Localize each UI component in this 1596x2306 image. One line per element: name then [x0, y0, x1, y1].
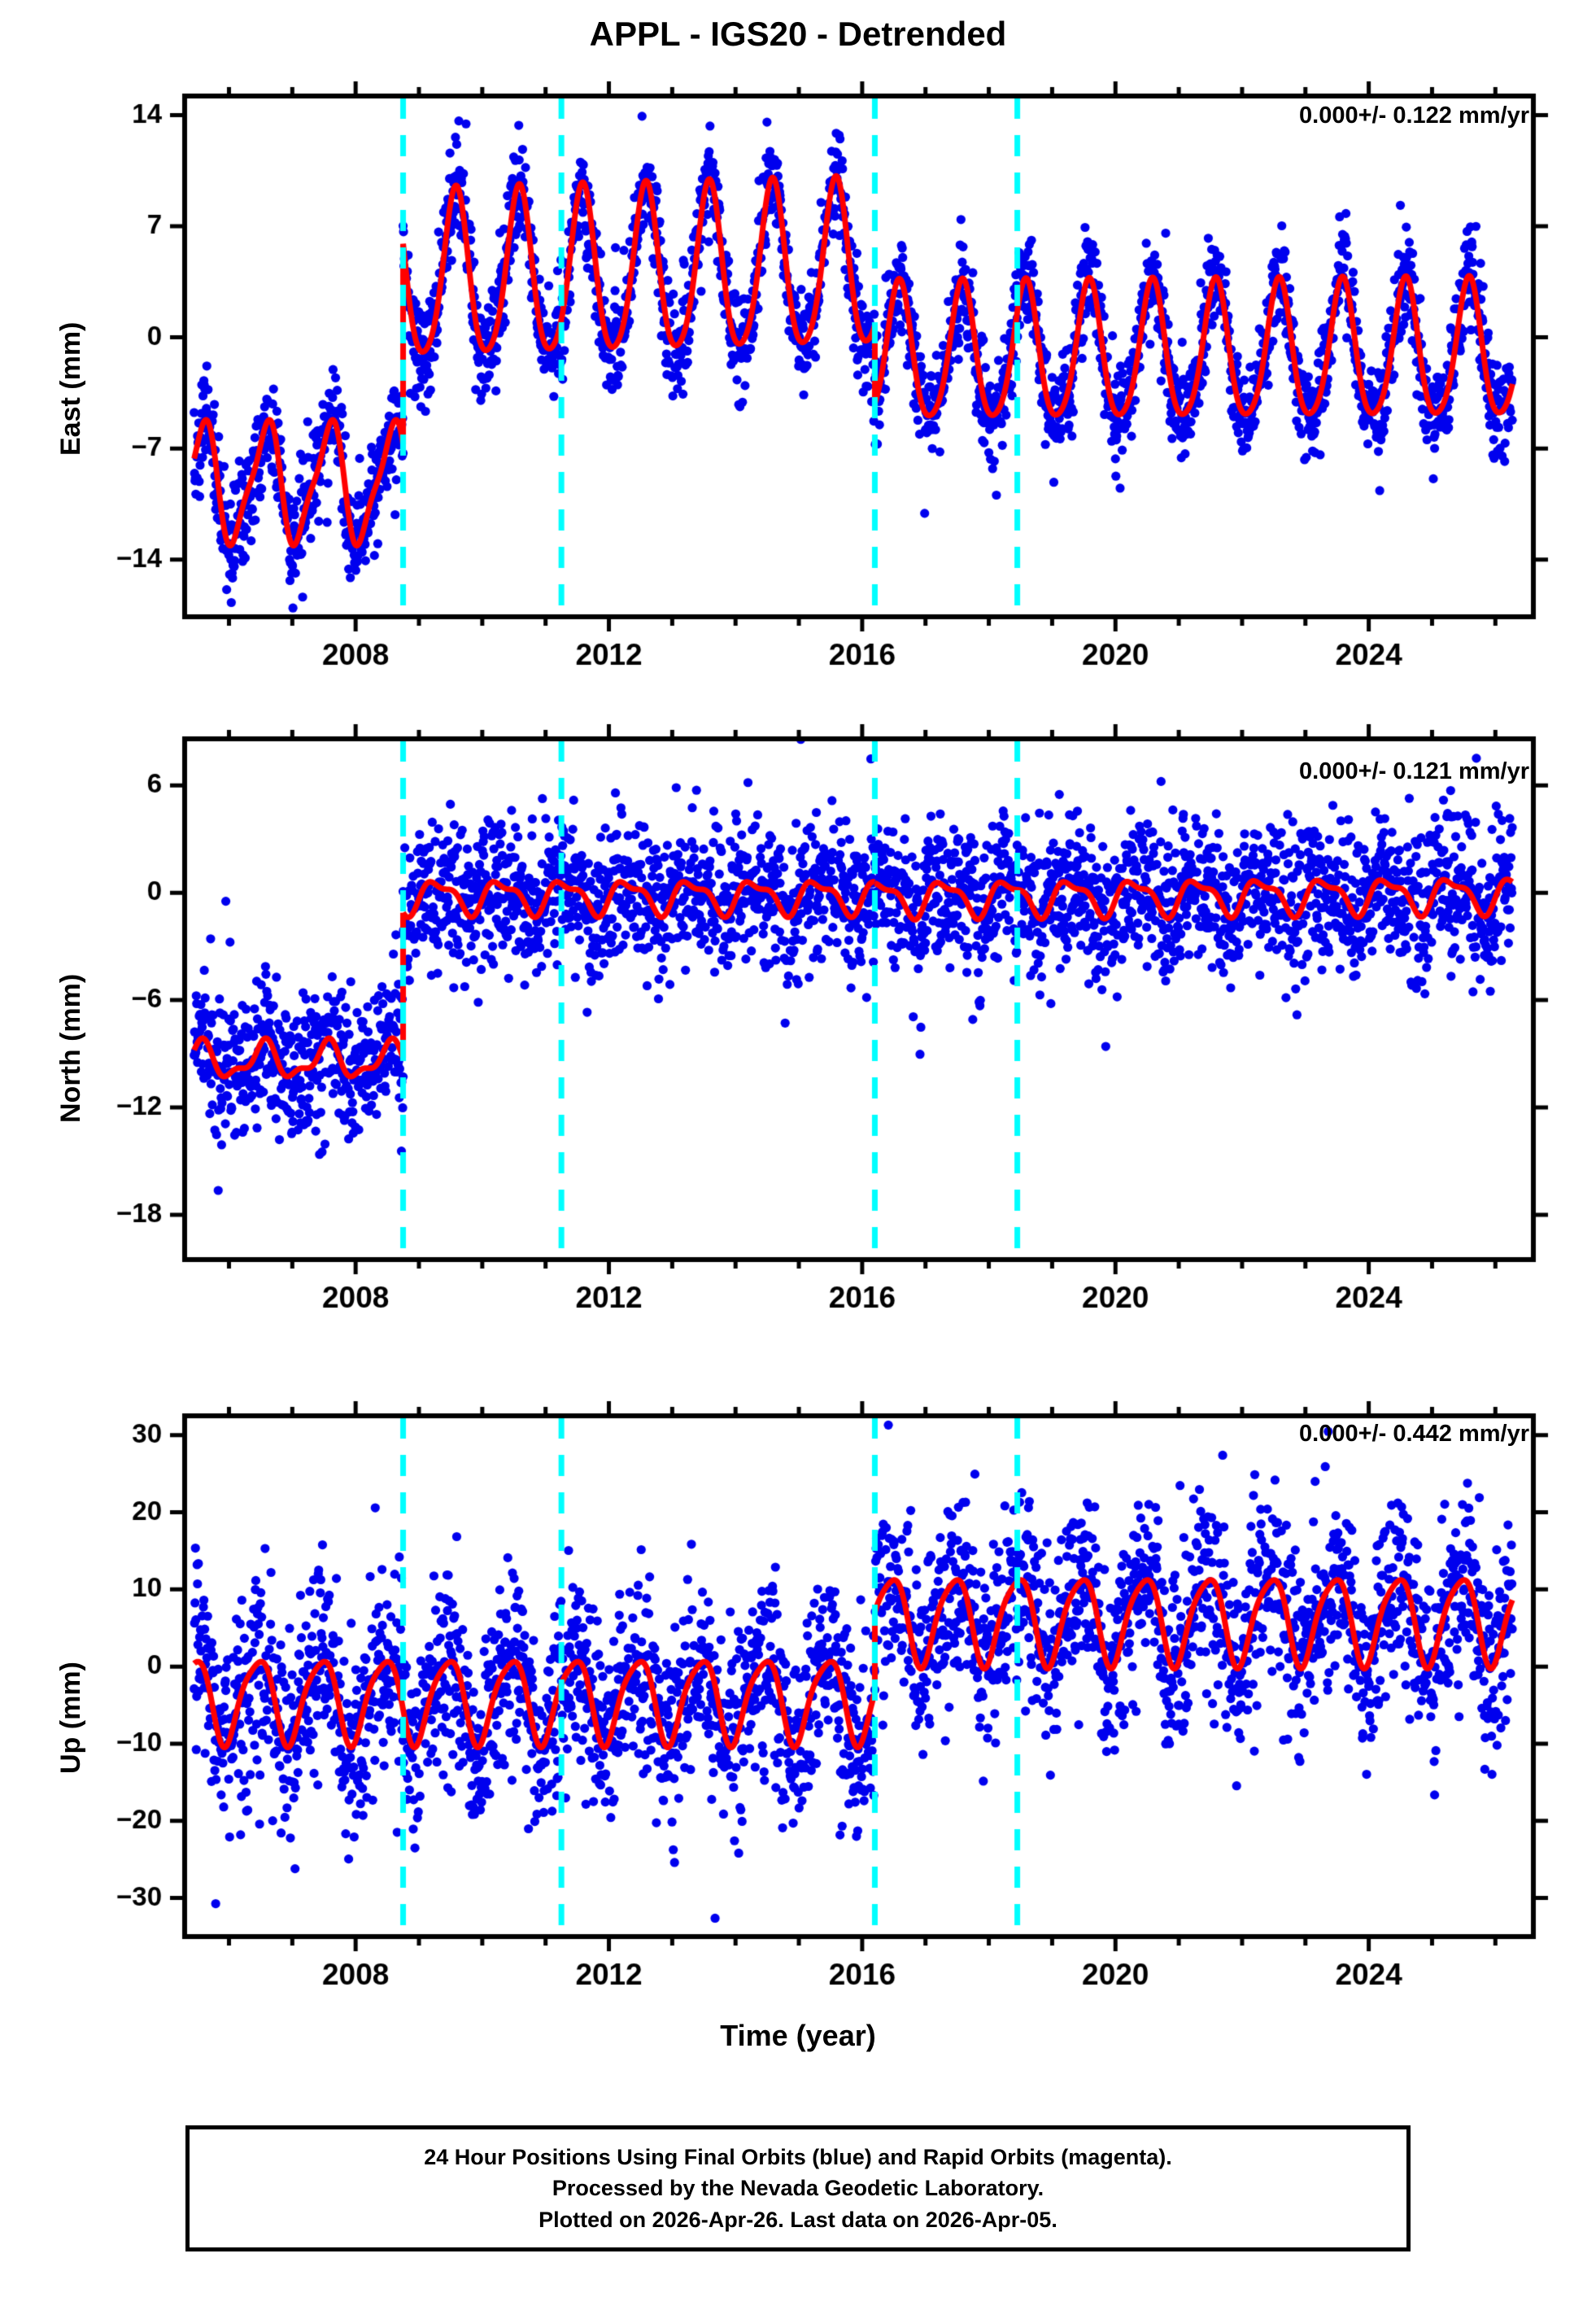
- y-axis-label-north: North (mm): [55, 973, 86, 1123]
- caption-box: 24 Hour Positions Using Final Orbits (bl…: [185, 2125, 1411, 2251]
- caption-line-1: 24 Hour Positions Using Final Orbits (bl…: [424, 2145, 1172, 2169]
- rate-annotation-east: 0.000+/- 0.122 mm/yr: [1299, 103, 1529, 129]
- y-axis-label-up: Up (mm): [55, 1662, 86, 1774]
- rate-annotation-up: 0.000+/- 0.442 mm/yr: [1299, 1421, 1529, 1447]
- x-axis-label: Time (year): [720, 2019, 876, 2052]
- rate-annotation-north: 0.000+/- 0.121 mm/yr: [1299, 758, 1529, 784]
- caption-line-3: Plotted on 2026-Apr-26. Last data on 202…: [539, 2207, 1057, 2232]
- caption-line-2: Processed by the Nevada Geodetic Laborat…: [552, 2176, 1044, 2201]
- page-title: APPL - IGS20 - Detrended: [589, 15, 1007, 53]
- y-axis-label-east: East (mm): [55, 321, 86, 456]
